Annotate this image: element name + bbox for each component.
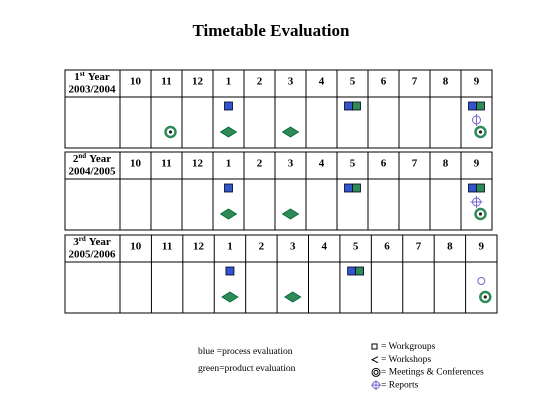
square-icon <box>355 266 365 276</box>
month-label: 6 <box>381 76 387 88</box>
ring-icon <box>164 125 177 139</box>
square-icon <box>476 101 485 111</box>
month-label: 5 <box>350 158 356 170</box>
square-icon <box>468 101 477 111</box>
month-label: 2 <box>259 241 265 253</box>
month-label: 8 <box>443 158 449 170</box>
month-label: 12 <box>192 76 204 88</box>
month-label: 7 <box>412 158 418 170</box>
month-label: 11 <box>161 76 171 88</box>
table-border <box>64 151 493 231</box>
square-icon <box>352 183 361 193</box>
month-label: 5 <box>350 76 356 88</box>
diamond-icon <box>221 291 239 303</box>
legend-ring-in <box>373 369 379 375</box>
month-label: 9 <box>479 241 485 253</box>
month-label: 6 <box>384 241 390 253</box>
meeting-icon <box>477 277 486 285</box>
month-label: 3 <box>290 241 296 253</box>
year-suffix: st <box>80 70 86 78</box>
square-icon <box>224 101 233 111</box>
year-word: Year <box>89 153 111 165</box>
square-icon <box>352 101 361 111</box>
square-icon <box>225 266 235 276</box>
month-label: 4 <box>319 158 325 170</box>
square-icon <box>476 183 485 193</box>
table-border <box>64 234 498 314</box>
month-label: 8 <box>443 76 449 88</box>
year-ordinal: 1 <box>74 71 80 83</box>
month-label: 3 <box>288 76 294 88</box>
ring-icon <box>474 125 487 139</box>
month-label: 7 <box>416 241 422 253</box>
month-label: 1 <box>227 241 233 253</box>
ring-center <box>168 130 173 134</box>
year-suffix: rd <box>79 235 86 243</box>
month-label: 1 <box>226 158 232 170</box>
month-label: 3 <box>288 158 294 170</box>
diamond-icon <box>281 208 300 220</box>
ring-center <box>478 130 483 134</box>
month-label: 10 <box>130 241 142 253</box>
year-word: Year <box>88 71 110 83</box>
diamond-icon <box>284 291 302 303</box>
diamond-icon <box>219 126 238 138</box>
symbol-legend: = Workgroups <box>381 342 436 352</box>
year-label: 3rd Year <box>73 235 111 248</box>
year-ordinal: 2 <box>73 153 79 165</box>
diamond-icon <box>219 208 238 220</box>
diamond-icon <box>281 126 300 138</box>
square-icon <box>344 101 353 111</box>
color-legend: blue =process evaluation <box>198 347 293 357</box>
month-label: 10 <box>130 76 142 88</box>
month-label: 11 <box>161 158 171 170</box>
month-label: 11 <box>162 241 172 253</box>
symbol-legend: = Workshops <box>381 355 431 365</box>
ring-icon <box>474 207 487 221</box>
table-border <box>64 69 493 149</box>
year-ordinal: 3 <box>73 236 79 248</box>
square-icon <box>224 183 233 193</box>
year-period: 2004/2005 <box>68 166 116 178</box>
month-label: 1 <box>226 76 232 88</box>
year-label: 2nd Year <box>73 152 111 165</box>
month-label: 4 <box>319 76 325 88</box>
month-label: 4 <box>321 241 327 253</box>
month-label: 12 <box>193 241 205 253</box>
square-icon <box>468 183 477 193</box>
month-label: 7 <box>412 76 418 88</box>
ring-icon <box>479 290 492 304</box>
title: Timetable Evaluation <box>193 21 350 40</box>
ring-center <box>483 295 487 299</box>
symbol-legend: = Reports <box>381 380 419 390</box>
month-label: 2 <box>257 158 263 170</box>
symbol-legend: = Meetings & Conferences <box>381 367 484 378</box>
year-period: 2005/2006 <box>68 249 116 261</box>
year-period: 2003/2004 <box>68 84 116 96</box>
month-label: 2 <box>257 76 263 88</box>
ring-center <box>478 212 483 216</box>
year-suffix: nd <box>78 152 86 160</box>
month-label: 9 <box>474 158 480 170</box>
square-icon <box>347 266 357 276</box>
month-label: 8 <box>447 241 453 253</box>
month-label: 10 <box>130 158 142 170</box>
year-word: Year <box>89 236 111 248</box>
color-legend: green=product evaluation <box>198 364 296 374</box>
year-label: 1st Year <box>74 70 110 83</box>
legend-square <box>371 343 378 350</box>
legend-diamond <box>370 356 379 364</box>
legend-ring <box>371 367 381 377</box>
square-icon <box>344 183 353 193</box>
month-label: 5 <box>353 241 359 253</box>
month-label: 9 <box>474 76 480 88</box>
month-label: 6 <box>381 158 387 170</box>
month-label: 12 <box>192 158 204 170</box>
